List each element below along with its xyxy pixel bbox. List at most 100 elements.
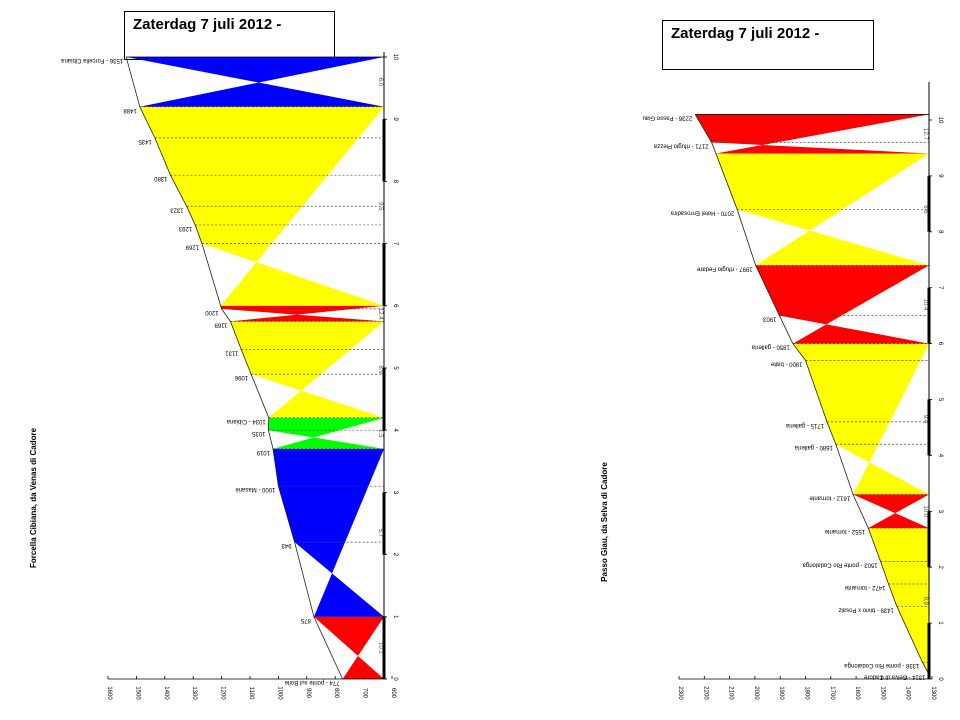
altitude-tick-label: 600 xyxy=(390,688,396,699)
profile-point-label: 1503 - ponte Rio Codalonga xyxy=(802,562,878,568)
profile-point-label: 1612 - tornante xyxy=(809,495,850,501)
profile-point-label: 1019 xyxy=(256,449,270,455)
profile-point-label: 774 - ponte sul Boite xyxy=(284,679,340,685)
distance-tick-label: 3 xyxy=(937,510,943,514)
distance-tick-label: 8 xyxy=(392,180,398,184)
gradient-segment xyxy=(313,616,384,679)
gradient-segment xyxy=(139,106,384,306)
gradient-segment xyxy=(868,528,929,674)
distance-tick-label: 7 xyxy=(392,242,398,246)
altitude-tick-label: 1600 xyxy=(854,686,860,700)
segment-gradient-label: 6.0 xyxy=(377,78,383,87)
profile-point-label: 1293 xyxy=(178,225,192,231)
altitude-tick-label: 1400 xyxy=(163,686,169,700)
distance-tick-label: 7 xyxy=(937,286,943,290)
profile-point-label: 1903 xyxy=(762,316,776,322)
segment-gradient-label: 8.9 xyxy=(377,365,383,374)
segment-gradient-label: 12.4 xyxy=(377,308,383,320)
profile-point-label: 1536 - Forcella Cibiana xyxy=(60,57,123,63)
altitude-tick-label: 2100 xyxy=(728,686,734,700)
distance-tick-label: 1 xyxy=(937,621,943,625)
gradient-segment xyxy=(220,305,384,322)
profile-point-label: 1269 xyxy=(185,244,199,250)
altitude-tick-label: 1800 xyxy=(804,686,810,700)
profile-point-label: 1096 xyxy=(234,374,248,380)
distance-tick-label: 10 xyxy=(392,54,398,61)
profile-point-label: 1997 - rifugio Fedare xyxy=(696,265,752,271)
distance-tick-label: 6 xyxy=(937,342,943,346)
altitude-tick-label: 1500 xyxy=(879,686,885,700)
profile-point-label: 1314 - Selva di Cadore xyxy=(863,673,925,679)
segment-gradient-label: 8.6 xyxy=(922,205,928,214)
profile-point-label: 1323 xyxy=(170,206,184,212)
distance-tick-label: 10 xyxy=(937,117,943,124)
segment-gradient-label: 9.9 xyxy=(922,597,928,606)
profile-point-label: 2070 - Hotel Enrosadira xyxy=(670,209,734,215)
profile-line xyxy=(125,56,343,680)
profile-point-label: 875 xyxy=(300,617,311,623)
altitude-tick-label: 1900 xyxy=(778,686,784,700)
profile-point-label: 1338 - ponte Rio Codalonga xyxy=(844,662,920,668)
segment-gradient-label: 10.0 xyxy=(922,505,928,517)
segment-gradient-label: 10.1 xyxy=(377,642,383,654)
segment-gradient-label: 12.7 xyxy=(922,128,928,140)
profile-point-label: 1552 - tornante xyxy=(824,528,865,534)
profile-point-label: 1800 - baite xyxy=(770,360,802,366)
distance-tick-label: 8 xyxy=(937,230,943,234)
profile-point-label: 1488 xyxy=(123,107,137,113)
distance-tick-label: 6 xyxy=(392,304,398,308)
distance-tick-label: 0 xyxy=(392,677,398,681)
altitude-tick-label: 1000 xyxy=(276,686,282,700)
altitude-tick-label: 700 xyxy=(362,688,368,699)
altitude-tick-label: 900 xyxy=(305,688,311,699)
profile-point-label: 1131 xyxy=(225,349,239,355)
profile-line xyxy=(694,114,929,674)
distance-tick-label: 1 xyxy=(392,615,398,619)
profile-point-label: 1380 xyxy=(153,175,167,181)
altitude-tick-label: 1500 xyxy=(134,686,140,700)
altitude-tick-label: 1200 xyxy=(220,686,226,700)
profile-point-label: 1035 xyxy=(251,430,265,436)
altitude-tick-label: 2000 xyxy=(753,686,759,700)
gradient-segment xyxy=(792,343,929,495)
altitude-tick-label: 1300 xyxy=(930,686,936,700)
distance-tick-label: 2 xyxy=(937,566,943,570)
distance-tick-label: 3 xyxy=(392,491,398,495)
gradient-segment xyxy=(230,321,384,418)
altitude-tick-label: 1300 xyxy=(191,686,197,700)
chart-title-right: Zaterdag 7 juli 2012 - xyxy=(662,20,874,70)
altitude-tick-label: 2300 xyxy=(677,686,683,700)
altitude-tick-label: 800 xyxy=(333,688,339,699)
altitude-axis-title: Passo Giau, da Selva di Cadore xyxy=(600,462,609,582)
altitude-tick-label: 1400 xyxy=(905,686,911,700)
segment-gradient-label: 1.5 xyxy=(377,429,383,438)
distance-tick-label: 0 xyxy=(937,677,943,681)
altitude-tick-label: 1700 xyxy=(829,686,835,700)
gradient-segment xyxy=(126,57,385,107)
profile-point-label: 2236 - Passo Giau xyxy=(642,114,692,120)
distance-tick-label: 9 xyxy=(937,174,943,178)
altitude-tick-label: 1600 xyxy=(106,686,112,700)
profile-point-label: 1034 - Cibiana xyxy=(226,418,266,424)
distance-tick-label: 5 xyxy=(937,398,943,402)
segment-gradient-label: 10.4 xyxy=(922,299,928,311)
profile-point-label: 1439 - bivio x Posalz xyxy=(838,606,893,612)
profile-point-label: 1000 - Masariè xyxy=(235,486,276,492)
chart-title-left: Zaterdag 7 juli 2012 - xyxy=(124,11,335,60)
altitude-tick-label: 1100 xyxy=(248,687,254,701)
altitude-tick-label: 2200 xyxy=(702,686,708,700)
profile-point-label: 943 xyxy=(281,542,292,548)
distance-tick-label: 4 xyxy=(937,454,943,458)
profile-point-label: 1169 xyxy=(214,321,228,327)
profile-point-label: 1472 - tornante xyxy=(844,584,885,590)
distance-tick-label: 2 xyxy=(392,553,398,557)
profile-point-label: 1850 - galleria xyxy=(751,344,790,350)
profile-point-label: 1715 - galleria xyxy=(785,422,824,428)
gradient-segment xyxy=(755,265,929,344)
profile-point-label: 1200 xyxy=(205,309,219,315)
profile-point-label: 1680 - galleria xyxy=(794,444,833,450)
altitude-axis-title: Forcella Cibiana, da Venas di Cadore xyxy=(29,427,38,568)
gradient-segment xyxy=(695,114,929,154)
